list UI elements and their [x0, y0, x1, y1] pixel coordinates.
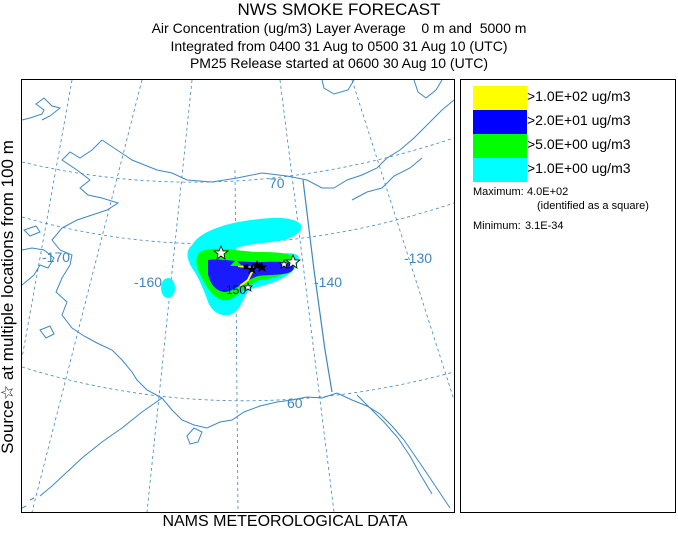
st-lawrence-island: [23, 225, 41, 237]
graticule-labels: -170 -160 -140 -130 70 60 -150: [42, 175, 432, 411]
legend-swatch-1e00: [473, 158, 527, 182]
legend-label-5e00: >5.0E+00 ug/m3: [527, 136, 631, 152]
legend-panel: >1.0E+02 ug/m3 >2.0E+01 ug/m3 >5.0E+00 u…: [460, 79, 676, 513]
source-star-icon: [257, 261, 267, 272]
coastline: [22, 80, 454, 509]
plume-gt-1e00-patch: [161, 278, 175, 298]
kodiak-island: [186, 427, 203, 445]
lat-75-line: [22, 137, 454, 183]
forecast-title: NWS SMOKE FORECAST: [237, 0, 441, 19]
maximum-square-icon: [243, 264, 249, 270]
lon-180-line: [22, 80, 73, 359]
siberia-coast: [22, 97, 62, 121]
lon-label-130: -130: [404, 250, 432, 266]
plume-lon-label: -150: [222, 283, 246, 297]
lon-130-line: [351, 80, 454, 401]
met-data-footer: NAMS METEOROLOGICAL DATA: [162, 513, 408, 530]
minimum-label: Minimum:: [473, 220, 521, 232]
source-star-icon: [212, 244, 230, 260]
arctic-island: [321, 80, 355, 95]
legend-swatch-2e01: [473, 110, 527, 134]
panhandle-coast: [336, 392, 451, 509]
minimum-value: 3.1E-34: [525, 220, 564, 232]
release-start-line: PM25 Release started at 0600 30 Aug 10 (…: [189, 55, 489, 71]
source-star-icon: [247, 263, 257, 274]
lat-label-60: 60: [287, 395, 303, 411]
legend-label-1e00: >1.0E+00 ug/m3: [527, 160, 631, 176]
legend-swatch-5e00: [473, 134, 527, 158]
nunivak-island: [39, 325, 55, 339]
arctic-coast: [101, 139, 334, 189]
lat-60-line: [22, 366, 454, 402]
map-panel: -170 -160 -140 -130 70 60 -150: [21, 79, 455, 513]
banks-island: [413, 80, 443, 99]
lon-label-140: -140: [314, 274, 342, 290]
lon-140-line: [279, 80, 335, 512]
source-star-icon: [284, 253, 302, 269]
gulf-of-alaska-coast: [161, 392, 338, 429]
panhandle-inner: [356, 394, 433, 495]
source-markers: [212, 244, 302, 292]
source-star-icon: [243, 281, 253, 292]
lat-label-70: 70: [269, 175, 285, 191]
mackenzie-delta: [351, 157, 423, 201]
maximum-note: (identified as a square): [537, 200, 649, 212]
maximum-label: Maximum:: [473, 186, 524, 198]
aleutian-islands: [22, 497, 35, 509]
canada-arctic-coast: [333, 99, 454, 189]
source-height-label: Source☆ at multiple locations from 100 m: [0, 140, 17, 454]
alaska-peninsula: [39, 397, 163, 497]
maximum-value: 4.0E+02: [527, 186, 569, 198]
legend-label-2e01: >2.0E+01 ug/m3: [527, 112, 631, 128]
legend-swatch-1e02: [473, 86, 527, 110]
alaska-map: -170 -160 -140 -130 70 60 -150: [22, 80, 454, 512]
lon-150-line: [234, 169, 239, 512]
integration-period-line: Integrated from 0400 31 Aug to 0500 31 A…: [170, 38, 508, 54]
legend-label-1e02: >1.0E+02 ug/m3: [527, 88, 631, 104]
smoke-plume: [161, 217, 302, 316]
lon-170-line: [31, 80, 143, 512]
concentration-line: Air Concentration (ug/m3) Layer Average …: [151, 20, 527, 36]
lon-label-160: -160: [134, 274, 162, 290]
bering-coast: [51, 139, 163, 399]
chukotka-coast: [22, 247, 55, 286]
alaska-canada-border: [302, 179, 333, 393]
source-star-icon: [279, 258, 289, 269]
lon-label-170: -170: [42, 249, 70, 265]
plume-gt-5e00-patch: [230, 260, 242, 266]
